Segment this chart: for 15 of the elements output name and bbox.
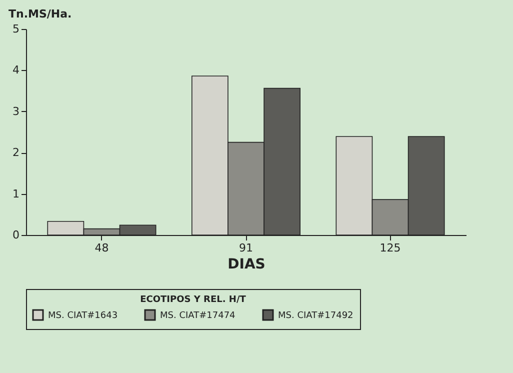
- y-tick-label: 0: [12, 228, 20, 242]
- y-axis-title: Tn.MS/Ha.: [8, 8, 72, 20]
- y-tick-label: 5: [12, 22, 20, 36]
- x-axis-title: DIAS: [228, 256, 266, 272]
- legend-title: ECOTIPOS Y REL. H/T: [140, 295, 247, 305]
- y-tick-label: 4: [12, 64, 20, 77]
- y-tick-label: 2: [12, 146, 20, 160]
- x-tick-label: 48: [94, 242, 109, 254]
- legend-label: MS. CIAT#17492: [278, 311, 354, 321]
- legend-label: MS. CIAT#1643: [48, 311, 118, 321]
- x-tick-label: 91: [239, 242, 253, 254]
- x-tick-label: 125: [380, 242, 401, 254]
- y-tick-label: 3: [12, 104, 20, 118]
- legend-label: MS. CIAT#17474: [160, 311, 236, 321]
- y-tick-label: 1: [12, 187, 20, 200]
